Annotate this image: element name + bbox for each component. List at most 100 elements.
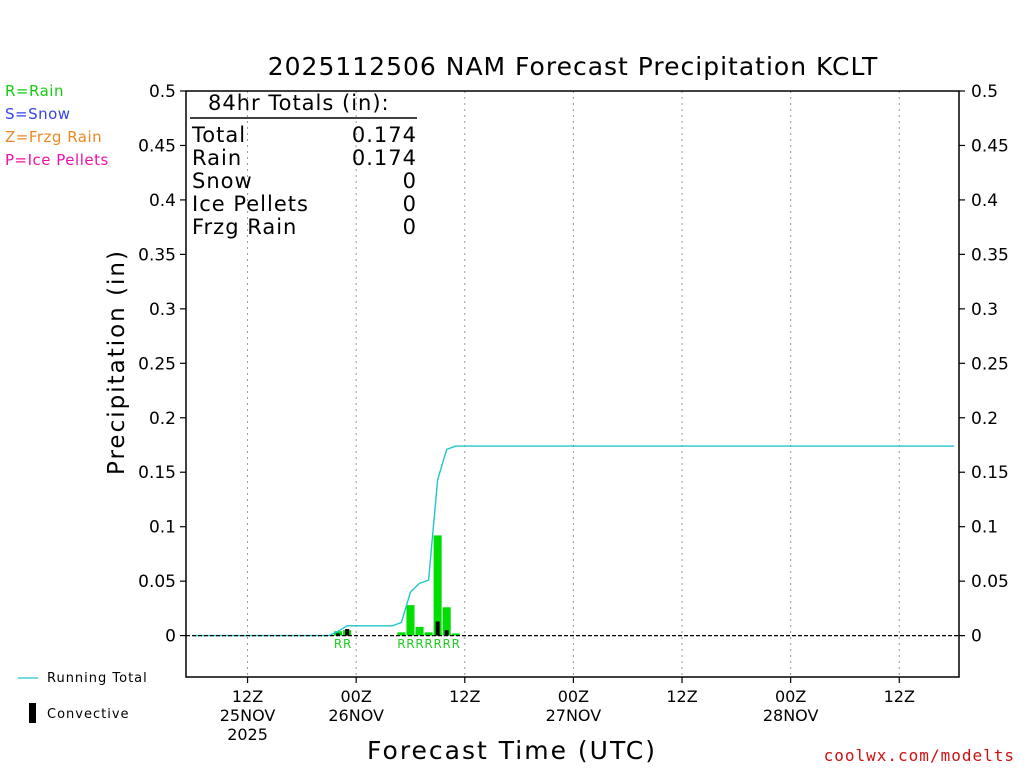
y-tick-label-right: 0.35 [971,245,1009,265]
x-tick-label: 26NOV [328,706,384,725]
convective-bar [435,621,440,636]
precip-bar [442,607,451,636]
y-tick-label-left: 0.25 [138,354,176,374]
x-tick-label: 12Z [232,687,263,706]
totals-value: 0 [403,192,417,216]
y-tick-label-left: 0.05 [138,572,176,592]
running-total-point [391,625,393,627]
y-tick-label-left: 0.15 [138,463,176,483]
ptype-legend-item: S=Snow [5,105,71,123]
running-total-series [192,445,955,637]
running-total-point [446,448,448,450]
running-total-point [455,445,457,447]
y-tick-label-right: 0.2 [971,409,998,429]
running-total-legend: Running Total [18,671,148,686]
plot-frame [185,90,960,678]
totals-label: Snow [192,169,253,193]
watermark: coolwx.com/modelts [824,746,1015,765]
x-tick-label: 25NOV [220,706,276,725]
precip-bar [397,632,406,636]
x-tick-label: 00Z [341,687,372,706]
x-axis-label: Forecast Time (UTC) [367,736,657,765]
totals-box: 84hr Totals (in): Total 0.174 Rain 0.174 Sno… [190,91,417,239]
y-tick-label-left: 0.3 [149,300,176,320]
ptype-label: R [415,637,423,651]
running-total-point [346,625,348,627]
x-tick-label: 2025 [227,725,268,744]
precip-bar [424,632,433,636]
y-tick-label-right: 0.5 [971,82,998,102]
precip-bar [433,535,442,636]
precip-bar [406,605,415,636]
y-tick-label-left: 0.5 [149,82,176,102]
x-tick-label: 12Z [884,687,915,706]
x-tick-label: 00Z [775,687,806,706]
convective-bars [336,621,449,636]
running-total-point [400,621,403,624]
ptype-label: R [452,637,460,651]
totals-value: 0.174 [352,146,417,170]
totals-header: 84hr Totals (in): [208,91,390,115]
ptype-legend: R=Rain S=Snow Z=Frzg Rain P=Ice Pellets [5,82,109,169]
y-tick-label-right: 0.05 [971,572,1009,592]
running-total-point [427,579,430,581]
convective-legend: Convective [29,703,130,723]
convective-legend-label: Convective [47,707,130,722]
x-tick-label: 12Z [666,687,697,706]
y-tick-label-right: 0.15 [971,463,1009,483]
axes [180,90,965,683]
y-tick-label-right: 0.4 [971,191,998,211]
y-axis-label: Precipitation (in) [104,249,130,475]
totals-label: Total [191,123,246,147]
y-tick-label-left: 0.4 [149,191,176,211]
convective-bar [345,629,350,636]
ptype-legend-item: P=Ice Pellets [5,151,109,169]
y-tick-label-left: 0 [165,627,176,647]
totals-value: 0 [403,215,417,239]
x-tick-label: 00Z [558,687,589,706]
ptype-legend-item: Z=Frzg Rain [5,128,102,146]
running-total-point [328,635,330,637]
totals-value: 0 [403,169,417,193]
grid-lines [247,91,900,677]
precip-bars [334,535,460,636]
totals-label: Frzg Rain [192,215,297,239]
running-total-point [337,630,339,632]
totals-label: Rain [192,146,242,170]
convective-legend-swatch [29,703,36,723]
ptype-label: R [397,637,405,651]
totals-label: Ice Pellets [192,192,309,216]
axis-labels: 0 00.05 0.050.1 0.10.15 0.150.2 0.20.25 0.250.… [138,82,1009,744]
totals-value: 0.174 [352,123,417,147]
x-tick-label: 27NOV [546,706,602,725]
ptype-label: R [443,637,451,651]
running-total-point [437,479,439,481]
y-tick-label-left: 0.35 [138,245,176,265]
ptype-label: R [433,637,441,651]
y-tick-label-left: 0.2 [149,409,176,429]
x-tick-label: 12Z [449,687,480,706]
precip-bar [451,633,460,636]
y-tick-label-left: 0.1 [149,518,176,538]
precip-bar [415,626,424,636]
y-tick-label-right: 0 [971,627,982,647]
x-tick-label: 28NOV [763,706,819,725]
running-total-point [409,591,412,593]
y-tick-label-right: 0.3 [971,300,998,320]
running-total-point [418,582,421,584]
running-total-legend-label: Running Total [47,671,148,686]
ptype-label: R [334,637,342,651]
convective-bar [444,630,449,636]
ptype-label: R [424,637,432,651]
ptype-label: R [343,637,351,651]
y-tick-label-right: 0.45 [971,136,1009,156]
chart-title: 2025112506 NAM Forecast Precipitation KC… [268,52,879,81]
ptype-legend-item: R=Rain [5,82,64,100]
y-tick-label-left: 0.45 [138,136,176,156]
convective-bar [336,633,341,636]
y-tick-label-right: 0.1 [971,518,998,538]
y-tick-label-right: 0.25 [971,354,1009,374]
ptype-label: R [406,637,414,651]
